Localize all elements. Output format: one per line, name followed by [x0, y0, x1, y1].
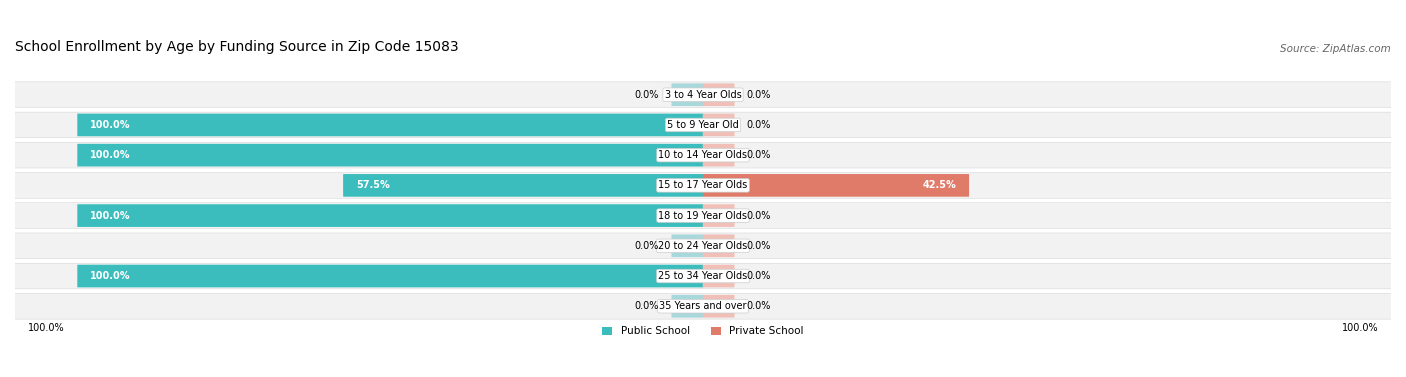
- Text: 0.0%: 0.0%: [747, 150, 770, 160]
- Legend: Public School, Private School: Public School, Private School: [602, 326, 804, 336]
- FancyBboxPatch shape: [14, 82, 1392, 107]
- FancyBboxPatch shape: [672, 295, 703, 317]
- Text: 100.0%: 100.0%: [90, 211, 131, 221]
- FancyBboxPatch shape: [77, 144, 703, 167]
- Text: 15 to 17 Year Olds: 15 to 17 Year Olds: [658, 180, 748, 190]
- Text: 18 to 19 Year Olds: 18 to 19 Year Olds: [658, 211, 748, 221]
- FancyBboxPatch shape: [703, 295, 734, 317]
- FancyBboxPatch shape: [14, 112, 1392, 138]
- Text: 0.0%: 0.0%: [747, 241, 770, 251]
- Text: 0.0%: 0.0%: [636, 241, 659, 251]
- Text: 0.0%: 0.0%: [747, 211, 770, 221]
- Text: 3 to 4 Year Olds: 3 to 4 Year Olds: [665, 90, 741, 100]
- FancyBboxPatch shape: [14, 263, 1392, 289]
- Text: 42.5%: 42.5%: [922, 180, 956, 190]
- Text: 100.0%: 100.0%: [90, 150, 131, 160]
- FancyBboxPatch shape: [703, 204, 734, 227]
- Text: 0.0%: 0.0%: [636, 301, 659, 311]
- FancyBboxPatch shape: [77, 113, 703, 136]
- Text: 0.0%: 0.0%: [747, 301, 770, 311]
- Text: 20 to 24 Year Olds: 20 to 24 Year Olds: [658, 241, 748, 251]
- FancyBboxPatch shape: [703, 174, 969, 197]
- FancyBboxPatch shape: [14, 173, 1392, 198]
- FancyBboxPatch shape: [77, 265, 703, 287]
- FancyBboxPatch shape: [703, 234, 734, 257]
- Text: 0.0%: 0.0%: [636, 90, 659, 100]
- FancyBboxPatch shape: [14, 203, 1392, 228]
- Text: 100.0%: 100.0%: [90, 120, 131, 130]
- FancyBboxPatch shape: [672, 83, 703, 106]
- FancyBboxPatch shape: [343, 174, 703, 197]
- Text: 25 to 34 Year Olds: 25 to 34 Year Olds: [658, 271, 748, 281]
- Text: 5 to 9 Year Old: 5 to 9 Year Old: [666, 120, 740, 130]
- Text: 35 Years and over: 35 Years and over: [659, 301, 747, 311]
- FancyBboxPatch shape: [703, 113, 734, 136]
- Text: 0.0%: 0.0%: [747, 120, 770, 130]
- Text: 100.0%: 100.0%: [28, 323, 65, 333]
- FancyBboxPatch shape: [77, 204, 703, 227]
- FancyBboxPatch shape: [703, 83, 734, 106]
- FancyBboxPatch shape: [14, 293, 1392, 319]
- Text: 0.0%: 0.0%: [747, 90, 770, 100]
- Text: 57.5%: 57.5%: [356, 180, 389, 190]
- Text: 10 to 14 Year Olds: 10 to 14 Year Olds: [658, 150, 748, 160]
- FancyBboxPatch shape: [703, 265, 734, 287]
- Text: Source: ZipAtlas.com: Source: ZipAtlas.com: [1281, 44, 1391, 54]
- FancyBboxPatch shape: [14, 143, 1392, 168]
- FancyBboxPatch shape: [703, 144, 734, 167]
- Text: 100.0%: 100.0%: [90, 271, 131, 281]
- Text: School Enrollment by Age by Funding Source in Zip Code 15083: School Enrollment by Age by Funding Sour…: [15, 40, 458, 54]
- Text: 100.0%: 100.0%: [1341, 323, 1378, 333]
- FancyBboxPatch shape: [672, 234, 703, 257]
- FancyBboxPatch shape: [14, 233, 1392, 259]
- Text: 0.0%: 0.0%: [747, 271, 770, 281]
